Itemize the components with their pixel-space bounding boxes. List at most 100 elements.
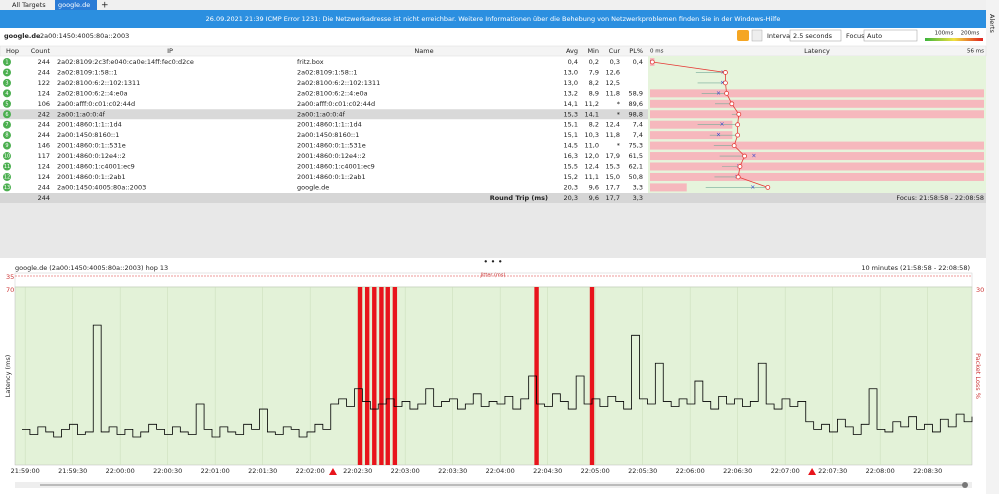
packet-loss-bar xyxy=(379,287,384,465)
focus-select[interactable] xyxy=(863,29,918,42)
cell: 11,1 xyxy=(585,173,599,181)
cell: 7,4 xyxy=(633,121,643,129)
hop: 11 xyxy=(4,164,10,170)
cell: 244 xyxy=(38,68,50,76)
cell: 2a00:1450:4005:80a::2003 xyxy=(57,183,146,191)
cell: 2001:4860:1:c4001:ec9 xyxy=(297,163,375,171)
active-tab[interactable] xyxy=(55,0,97,10)
cell: 0,4 xyxy=(568,58,578,66)
column-header: IP xyxy=(167,47,173,55)
cell: 2a02:8100:6:2::4:e0a xyxy=(297,89,368,97)
y-tick-label: 70 xyxy=(6,286,14,294)
cell: 2a00:afff:0:c01:c02:44d xyxy=(297,100,375,108)
scale-label: 100ms xyxy=(935,31,954,37)
cell: 20,3 xyxy=(564,183,578,191)
cell: 16,3 xyxy=(564,152,578,160)
x-tick-label: 22:00:30 xyxy=(153,467,182,475)
jitter-label: Jitter (ms) xyxy=(480,273,506,279)
alert-marker[interactable] xyxy=(328,468,337,475)
cell: fritz.box xyxy=(297,58,324,66)
pause-button[interactable] xyxy=(737,30,749,41)
cell: 0,2 xyxy=(589,58,599,66)
scroll-thumb[interactable] xyxy=(962,482,968,488)
cell: 2001:4860:0:1::2ab1 xyxy=(57,173,126,181)
hop: 12 xyxy=(4,174,10,180)
cell: 8,2 xyxy=(589,79,599,87)
cell: 2a02:8100:6:2::102:1311 xyxy=(57,79,140,87)
x-tick-label: 22:02:30 xyxy=(343,467,372,475)
alerts-label[interactable]: Alerts xyxy=(988,14,996,33)
loss-bar xyxy=(650,152,984,161)
selected-row[interactable] xyxy=(0,109,648,120)
summary-count: 244 xyxy=(38,194,50,202)
cell: 15,2 xyxy=(564,173,578,181)
cell: 244 xyxy=(38,121,50,129)
tab-bar xyxy=(0,0,999,10)
hop: 4 xyxy=(5,91,8,97)
time-range: 10 minutes (21:58:58 - 22:08:58) xyxy=(861,264,970,272)
focus-value[interactable]: Auto xyxy=(867,32,882,40)
cell: 9,6 xyxy=(589,183,599,191)
cell: 124 xyxy=(38,173,50,181)
cell: 124 xyxy=(38,163,50,171)
column-header: Min xyxy=(587,47,599,55)
column-header: Name xyxy=(414,47,433,55)
cell: 7,9 xyxy=(589,68,599,76)
chart-title: google.de (2a00:1450:4005:80a::2003) hop… xyxy=(15,264,168,272)
cell: 2001:4860:0:12e4::2 xyxy=(57,152,126,160)
interval-select[interactable] xyxy=(789,29,842,42)
cell: 11,8 xyxy=(606,89,620,97)
target: google.de xyxy=(4,32,41,40)
cell: 3,3 xyxy=(633,183,643,191)
cell: 2a00:afff:0:c01:c02:44d xyxy=(57,100,135,108)
dropdown[interactable] xyxy=(751,29,763,42)
loss-bar xyxy=(650,131,733,140)
cell: 117 xyxy=(38,152,50,160)
hop: 7 xyxy=(5,122,8,128)
tab[interactable]: All Targets xyxy=(12,1,46,9)
cell: 11,0 xyxy=(585,142,599,150)
cell: 2a02:8109:2c3f:e040:ca0e:14ff:fec0:d2ce xyxy=(57,58,194,66)
current-marker: × xyxy=(719,121,724,128)
avg-marker xyxy=(736,111,742,117)
avg-marker xyxy=(735,174,741,180)
splitter[interactable]: • • • xyxy=(483,258,502,267)
cell: 15,1 xyxy=(564,121,578,129)
cell: * xyxy=(617,100,621,108)
hop: 9 xyxy=(5,143,8,149)
avg-marker xyxy=(723,80,728,86)
avg-marker xyxy=(729,101,735,107)
latency-scale xyxy=(925,38,983,41)
cell: 12,4 xyxy=(585,163,599,171)
cell: 2a02:8109:1:58::1 xyxy=(57,68,117,76)
x-tick-label: 22:04:30 xyxy=(533,467,562,475)
x-tick-label: 22:01:30 xyxy=(248,467,277,475)
cell: google.de xyxy=(297,183,329,191)
tab[interactable]: google.de xyxy=(58,1,90,9)
cell: 2a00:1450:8160::1 xyxy=(297,131,359,139)
avg-marker xyxy=(724,90,730,96)
alert-marker[interactable] xyxy=(808,468,817,475)
cell: 2001:4860:1:1::1d4 xyxy=(57,121,122,129)
packet-loss-bar xyxy=(385,287,390,465)
avg-marker xyxy=(731,143,737,149)
hop-icon xyxy=(3,110,11,119)
current-marker: × xyxy=(716,132,721,139)
cell: 12,0 xyxy=(585,152,599,160)
cell: 2001:4860:0:12e4::2 xyxy=(297,152,366,160)
summary-pl: 3,3 xyxy=(633,194,643,202)
interval-value[interactable]: 2.5 seconds xyxy=(793,32,833,40)
cell: 124 xyxy=(38,89,50,97)
latency-header: Latency xyxy=(804,47,830,55)
cell: 2001:4860:0:1::2ab1 xyxy=(297,173,366,181)
summary-label: Round Trip (ms) xyxy=(490,194,548,202)
hop: 13 xyxy=(4,185,10,191)
x-tick-label: 22:05:30 xyxy=(628,467,657,475)
cell: 17,9 xyxy=(606,152,620,160)
add-tab[interactable]: + xyxy=(101,1,109,11)
packet-loss-bar xyxy=(357,287,363,465)
hop: 3 xyxy=(5,80,8,86)
hop-icon xyxy=(3,68,11,77)
avg-marker xyxy=(735,132,741,138)
hop-icon xyxy=(3,58,11,66)
